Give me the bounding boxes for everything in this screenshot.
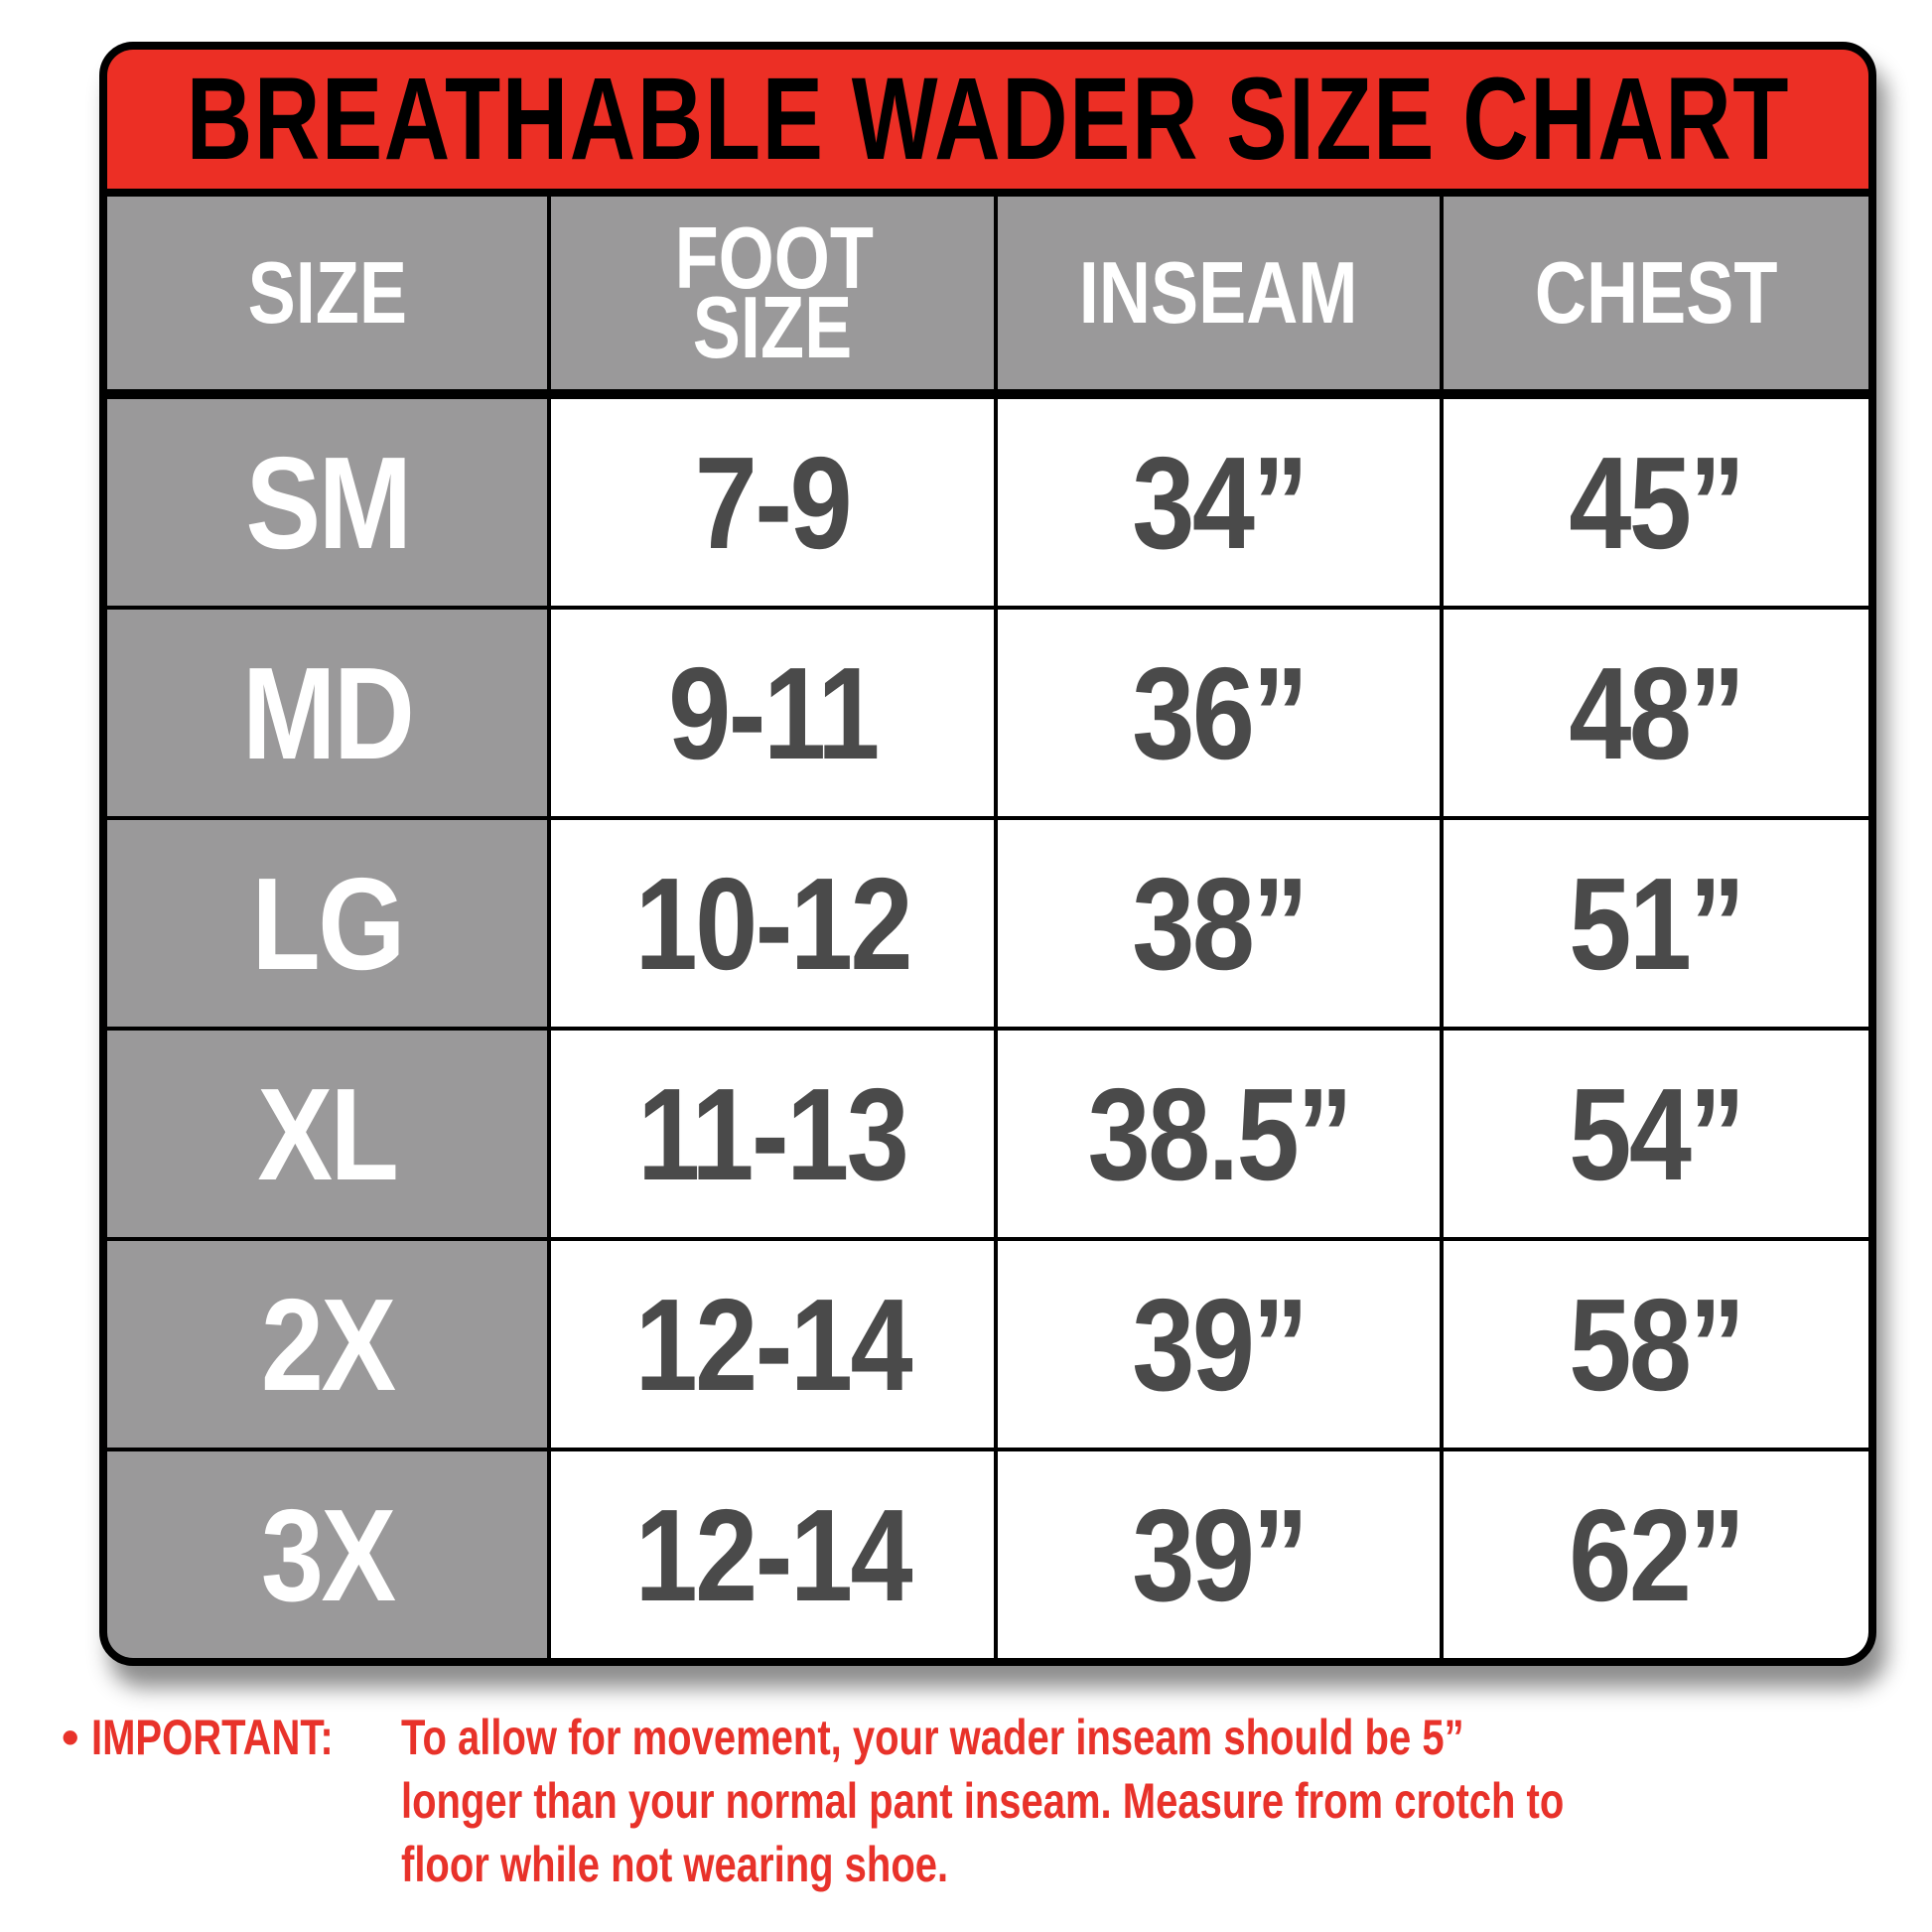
foot-size-cell-text: 9-11 (667, 639, 880, 786)
foot-size-cell: 10-12 (551, 820, 994, 1027)
inseam-cell-text: 39” (1131, 1271, 1309, 1418)
size-cell: 2X (107, 1241, 547, 1448)
note-line-3: floor while not wearing shoe. (401, 1837, 949, 1892)
foot-size-cell-text: 10-12 (634, 850, 912, 997)
size-cell: XL (107, 1031, 547, 1237)
chest-cell: 51” (1444, 820, 1868, 1027)
chest-cell-text: 45” (1569, 429, 1745, 576)
foot-size-cell: 7-9 (551, 399, 994, 606)
important-note: • IMPORTANT: To allow for movement, your… (62, 1706, 1908, 1896)
foot-size-cell: 12-14 (551, 1241, 994, 1448)
size-cell: 3X (107, 1451, 547, 1658)
foot-size-cell-text: 7-9 (694, 429, 853, 576)
title-bar: BREATHABLE WADER SIZE CHART (107, 50, 1868, 189)
inseam-cell: 38.5” (998, 1031, 1440, 1237)
foot-size-cell: 9-11 (551, 610, 994, 816)
inseam-cell: 38” (998, 820, 1440, 1027)
foot-size-cell-text: 11-13 (637, 1060, 909, 1207)
chest-cell: 62” (1444, 1451, 1868, 1658)
size-cell-text: XL (257, 1060, 399, 1207)
inseam-cell: 34” (998, 399, 1440, 606)
inseam-cell-text: 38.5” (1087, 1060, 1352, 1207)
foot-size-cell: 12-14 (551, 1451, 994, 1658)
header-foot-size: FOOT SIZE (551, 197, 994, 395)
size-table: SIZE FOOT SIZE INSEAM CHEST SM 7-9 34” 45” M… (107, 197, 1868, 1658)
header-size: SIZE (107, 197, 547, 395)
header-inseam: INSEAM (998, 197, 1440, 395)
inseam-cell-text: 36” (1131, 639, 1309, 786)
inseam-cell-text: 38” (1131, 850, 1309, 997)
size-chart-panel: BREATHABLE WADER SIZE CHART SIZE FOOT SI… (99, 42, 1876, 1666)
foot-size-cell-text: 12-14 (634, 1271, 912, 1418)
chest-cell-text: 62” (1569, 1481, 1745, 1628)
foot-size-cell: 11-13 (551, 1031, 994, 1237)
note-label: IMPORTANT: (91, 1710, 334, 1765)
size-cell-text: MD (241, 639, 415, 786)
inseam-cell-text: 34” (1131, 429, 1309, 576)
size-cell-text: 3X (260, 1481, 396, 1628)
inseam-cell: 39” (998, 1241, 1440, 1448)
size-cell: MD (107, 610, 547, 816)
size-cell: LG (107, 820, 547, 1027)
inseam-cell: 36” (998, 610, 1440, 816)
chest-cell-text: 54” (1569, 1060, 1745, 1207)
bullet: • (62, 1710, 79, 1765)
chest-cell: 54” (1444, 1031, 1868, 1237)
size-cell-text: LG (251, 850, 405, 997)
inseam-cell: 39” (998, 1451, 1440, 1658)
header-chest: CHEST (1444, 197, 1868, 395)
chest-cell-text: 48” (1569, 639, 1745, 786)
chest-cell-text: 51” (1569, 850, 1745, 997)
foot-size-cell-text: 12-14 (634, 1481, 912, 1628)
chest-cell: 48” (1444, 610, 1868, 816)
chart-title: BREATHABLE WADER SIZE CHART (186, 54, 1790, 185)
chest-cell: 58” (1444, 1241, 1868, 1448)
size-cell-text: 2X (260, 1271, 396, 1418)
inseam-cell-text: 39” (1131, 1481, 1309, 1628)
chest-cell-text: 58” (1569, 1271, 1745, 1418)
size-cell: SM (107, 399, 547, 606)
note-line-1: To allow for movement, your wader inseam… (401, 1710, 1464, 1765)
size-cell-text: SM (244, 429, 412, 576)
chest-cell: 45” (1444, 399, 1868, 606)
note-line-2: longer than your normal pant inseam. Mea… (401, 1773, 1565, 1829)
